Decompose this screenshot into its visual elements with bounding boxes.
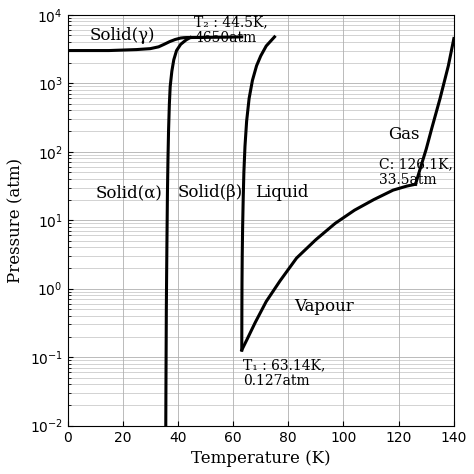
Text: Solid(β): Solid(β) [178, 184, 243, 201]
X-axis label: Temperature (K): Temperature (K) [191, 450, 330, 467]
Text: Solid(α): Solid(α) [95, 184, 162, 201]
Text: C: 126.1K,
33.5atm: C: 126.1K, 33.5atm [379, 157, 453, 187]
Text: Vapour: Vapour [294, 298, 354, 315]
Text: Solid(γ): Solid(γ) [90, 27, 155, 44]
Text: T₂ : 44.5K,
4650atm: T₂ : 44.5K, 4650atm [194, 15, 268, 45]
Text: Liquid: Liquid [255, 184, 309, 201]
Text: T₁ : 63.14K,
0.127atm: T₁ : 63.14K, 0.127atm [243, 358, 325, 389]
Y-axis label: Pressure (atm): Pressure (atm) [7, 158, 24, 283]
Text: Gas: Gas [388, 126, 419, 143]
